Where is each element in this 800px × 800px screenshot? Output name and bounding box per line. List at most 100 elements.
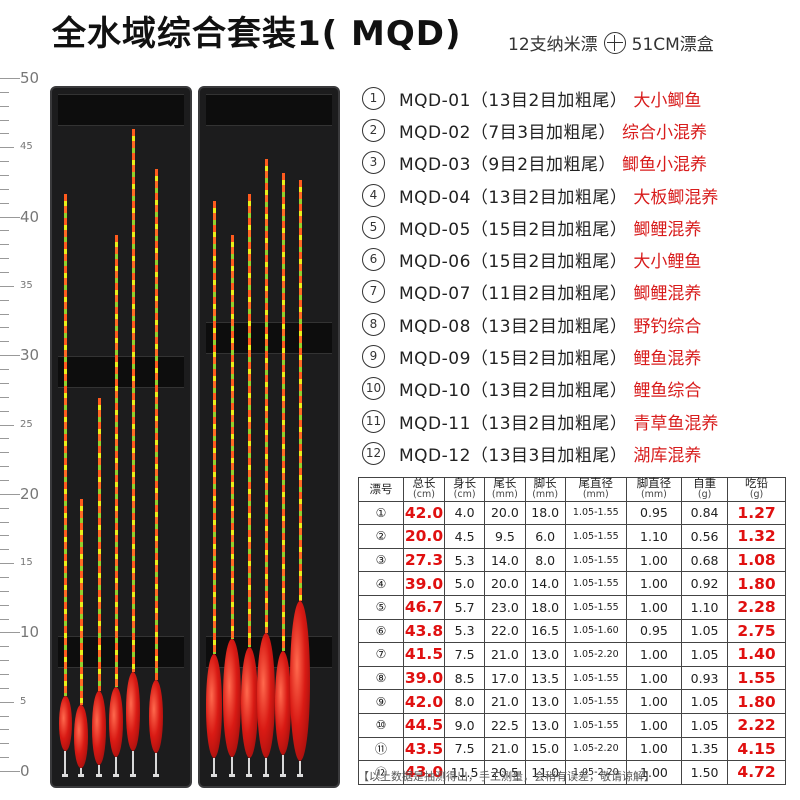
- header-unit: (mm): [491, 489, 518, 501]
- table-cell: 1.05-1.60: [564, 618, 627, 644]
- table-cell: ⑨: [357, 689, 405, 714]
- float-tip: [247, 193, 251, 648]
- model-code: MQD-08（13目2目加粗尾）: [399, 316, 628, 337]
- table-cell: 21.0: [484, 689, 526, 714]
- table-cell: 2.75: [727, 618, 786, 644]
- table-cell: 0.92: [681, 571, 729, 596]
- header-unit: (cm): [453, 489, 476, 501]
- header-unit: (mm): [640, 489, 667, 501]
- float-leg: [282, 755, 284, 776]
- float-foot: [211, 773, 217, 777]
- ruler-tick: [0, 466, 9, 468]
- model-code: MQD-10（13目2目加粗尾）: [399, 381, 628, 402]
- model-list: 1 MQD-01（13目2目加粗尾） 大小鲫鱼 2 MQD-02（7目3目加粗尾） 综合小…: [362, 82, 792, 470]
- ruler-tick: [0, 479, 9, 481]
- float-foot: [229, 773, 235, 777]
- float-tip: [97, 397, 101, 692]
- table-row: ⑤ 46.7 5.7 23.0 18.0 1.05-1.55 1.00 1.10 2.28: [357, 594, 786, 620]
- table-cell: 23.0: [484, 594, 526, 620]
- table-cell: 1.40: [727, 642, 786, 667]
- table-row: ③ 27.3 5.3 14.0 8.0 1.05-1.55 1.00 0.68 1.08: [357, 547, 786, 573]
- table-header-cell: 身长 (cm): [443, 477, 486, 502]
- measuring-ruler: 50 45 40 35 30 25 20 15 10 5 0: [0, 68, 48, 788]
- model-list-item: 6 MQD-06（15目2目加粗尾） 大小鲤鱼: [362, 243, 792, 275]
- table-cell: 1.05: [681, 712, 729, 738]
- model-description: 青草鱼混养: [633, 413, 719, 434]
- table-cell: 1.00: [625, 642, 683, 667]
- float-foot: [62, 773, 68, 777]
- model-index: 6: [362, 248, 385, 272]
- model-description: 湖库混养: [633, 445, 702, 466]
- ruler-tick: [0, 327, 9, 329]
- header-unit: (g): [697, 489, 712, 501]
- disclaimer-note: 【以上数据是抽测得出，手工测量，会稍有误差，敬请谅解】: [358, 770, 655, 783]
- table-cell: 18.0: [524, 594, 566, 620]
- foam-strip: [206, 322, 332, 354]
- table-cell: ①: [357, 500, 405, 526]
- table-header-cell: 总长 (cm): [403, 477, 445, 502]
- model-code: MQD-01（13目2目加粗尾）: [399, 90, 628, 111]
- table-cell: 1.05-1.55: [564, 547, 627, 573]
- table-cell: 1.00: [625, 736, 683, 762]
- table-cell: 21.0: [484, 736, 526, 762]
- table-cell: 4.5: [443, 524, 486, 549]
- ruler-label: 20: [20, 484, 40, 503]
- table-header-row: 漂号 总长 (cm) 身长 (cm) 尾长 (mm) 脚长 (mm) 尾直径 (mm) 脚直径 (mm)…: [357, 476, 786, 502]
- header-name: 漂号: [369, 481, 393, 496]
- model-index: 7: [362, 280, 385, 304]
- float-leg: [213, 757, 215, 776]
- model-description: 鲫鱼小混养: [622, 155, 708, 176]
- header-unit: (mm): [532, 489, 559, 501]
- model-list-item: 2 MQD-02（7目3目加粗尾） 综合小混养: [362, 114, 792, 146]
- float-foot: [96, 773, 102, 777]
- model-index: 2: [362, 118, 385, 142]
- table-cell: 16.5: [524, 618, 566, 644]
- model-code: MQD-12（13目3目加粗尾）: [399, 445, 628, 466]
- ruler-label: 0: [20, 762, 30, 780]
- float-box-photo: [50, 86, 340, 788]
- float-body: [91, 691, 107, 765]
- float-foot: [153, 773, 159, 777]
- table-cell: ②: [357, 524, 405, 549]
- table-cell: 1.50: [681, 760, 729, 785]
- float-leg: [231, 757, 233, 776]
- table-cell: 46.7: [403, 594, 445, 620]
- table-cell: 1.55: [727, 665, 786, 691]
- table-cell: 2.22: [727, 712, 786, 738]
- ruler-tick: [0, 673, 9, 675]
- header-name: 自重: [693, 476, 717, 491]
- table-cell: 20.0: [484, 571, 526, 596]
- subtitle: 12支纳米漂 51CM漂盒: [508, 30, 714, 55]
- float-tip: [230, 235, 234, 640]
- model-code: MQD-03（9目2目加粗尾）: [399, 155, 617, 176]
- ruler-tick: [0, 701, 14, 703]
- table-cell: ⑤: [357, 594, 405, 620]
- ruler-tick: [0, 161, 9, 163]
- float-tip: [212, 200, 216, 655]
- model-list-item: 4 MQD-04（13目2目加粗尾） 大板鲫混养: [362, 179, 792, 211]
- table-header-cell: 尾长 (mm): [484, 477, 526, 502]
- table-cell: 13.0: [524, 642, 566, 667]
- table-row: ⑦ 41.5 7.5 21.0 13.0 1.05-2.20 1.00 1.05 1.40: [357, 642, 786, 667]
- table-cell: 1.05-1.55: [564, 594, 627, 620]
- header-unit: (mm): [582, 489, 609, 501]
- ruler-tick: [0, 521, 9, 523]
- table-row: ④ 39.0 5.0 20.0 14.0 1.05-1.55 1.00 0.92 1.80: [357, 571, 786, 596]
- ruler-tick: [0, 452, 9, 454]
- header-name: 脚直径: [636, 476, 672, 491]
- model-list-item: 7 MQD-07（11目2目加粗尾） 鲫鲤混养: [362, 276, 792, 308]
- float-body: [148, 679, 164, 754]
- table-cell: 5.3: [443, 618, 486, 644]
- table-cell: 20.0: [403, 524, 445, 549]
- table-cell: 42.0: [403, 500, 445, 526]
- ruler-tick: [0, 410, 9, 412]
- model-code: MQD-07（11目2目加粗尾）: [399, 284, 628, 305]
- model-index: 4: [362, 183, 385, 207]
- subtitle-right: 51CM漂盒: [631, 35, 714, 55]
- model-index: 12: [362, 441, 385, 465]
- float-body: [109, 687, 123, 757]
- table-cell: 1.80: [727, 689, 786, 714]
- model-list-item: 10 MQD-10（13目2目加粗尾） 鲤鱼综合: [362, 373, 792, 405]
- ruler-label: 5: [20, 695, 27, 707]
- table-cell: 1.32: [727, 524, 786, 549]
